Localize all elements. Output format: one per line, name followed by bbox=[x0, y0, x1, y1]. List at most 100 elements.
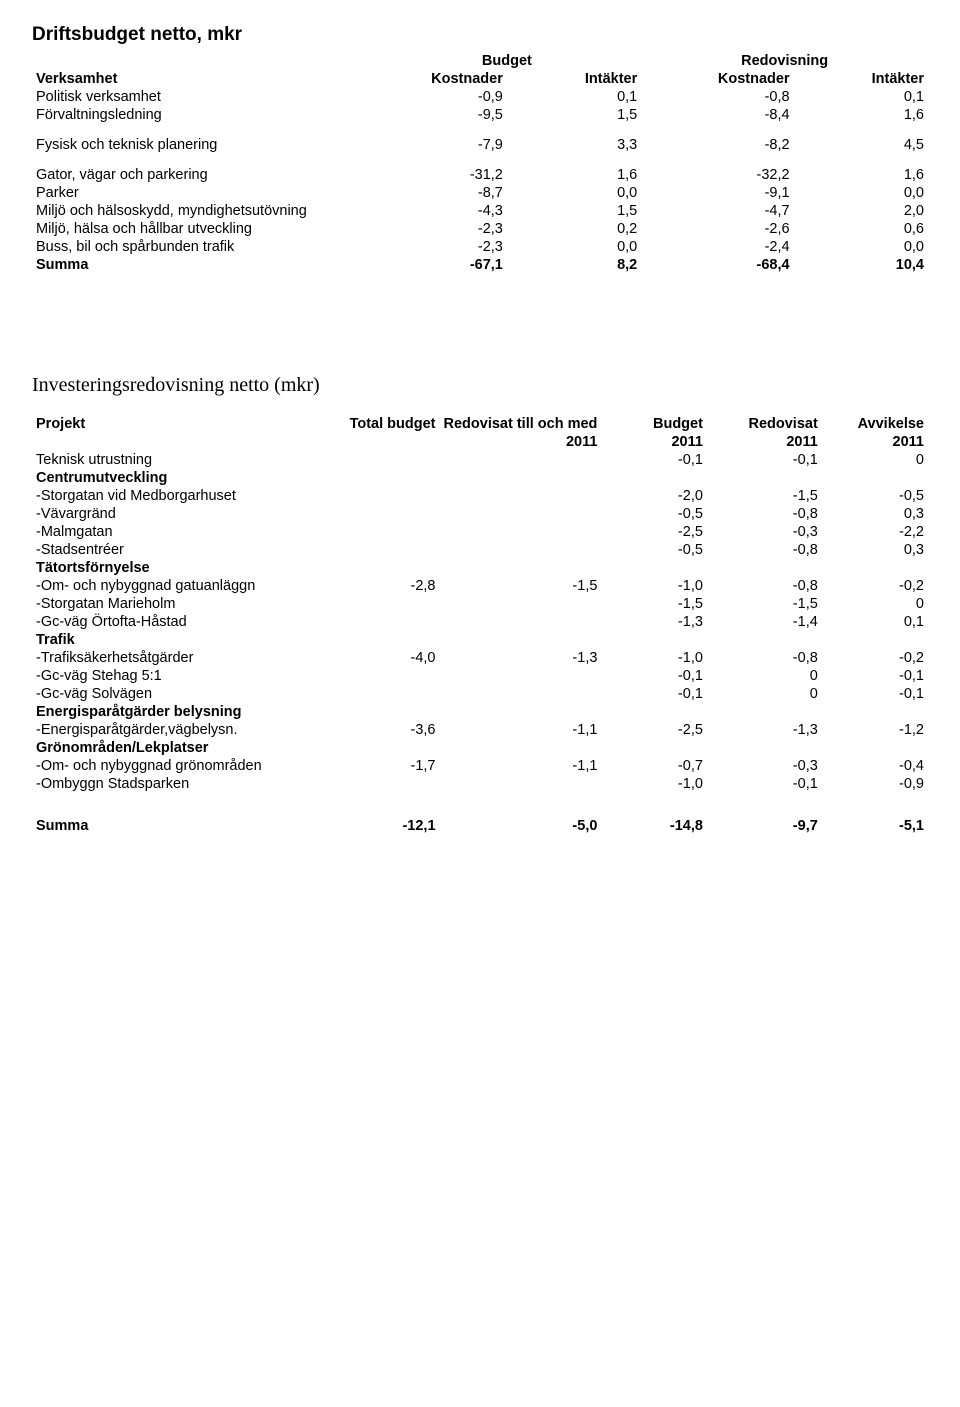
row-value: 0,0 bbox=[794, 184, 928, 202]
row-value: -1,2 bbox=[822, 721, 928, 739]
sum-label: Summa bbox=[32, 817, 333, 835]
row-value bbox=[440, 739, 602, 757]
row-value bbox=[440, 451, 602, 469]
table2-title: Investeringsredovisning netto (mkr) bbox=[32, 374, 928, 397]
row-value bbox=[440, 595, 602, 613]
table-row: Förvaltningsledning-9,51,5-8,41,6 bbox=[32, 106, 928, 124]
row-value bbox=[440, 775, 602, 793]
sum-value: -5,1 bbox=[822, 817, 928, 835]
row-value: -1,5 bbox=[707, 487, 822, 505]
t2-col-budget: Budget bbox=[601, 415, 707, 433]
row-value: 0 bbox=[822, 595, 928, 613]
table-row: Gator, vägar och parkering-31,21,6-32,21… bbox=[32, 166, 928, 184]
t2-year: 2011 bbox=[822, 433, 928, 451]
row-value: -1,3 bbox=[707, 721, 822, 739]
row-value bbox=[333, 631, 440, 649]
row-value: 1,6 bbox=[794, 166, 928, 184]
row-value bbox=[440, 487, 602, 505]
row-value bbox=[333, 739, 440, 757]
row-value: -0,8 bbox=[707, 505, 822, 523]
row-value bbox=[333, 559, 440, 577]
row-value: -8,7 bbox=[372, 184, 506, 202]
table-row: Grönområden/Lekplatser bbox=[32, 739, 928, 757]
row-label: -Stadsentréer bbox=[32, 541, 333, 559]
row-label: Fysisk och teknisk planering bbox=[32, 136, 372, 154]
driftsbudget-table: BudgetRedovisningVerksamhetKostnaderIntä… bbox=[32, 52, 928, 274]
sum-value: -9,7 bbox=[707, 817, 822, 835]
row-value: -1,0 bbox=[601, 649, 707, 667]
row-value: -0,3 bbox=[707, 523, 822, 541]
row-value: -3,6 bbox=[333, 721, 440, 739]
row-value: -1,3 bbox=[601, 613, 707, 631]
sum-value: -14,8 bbox=[601, 817, 707, 835]
row-value bbox=[822, 559, 928, 577]
row-value: -1,0 bbox=[601, 577, 707, 595]
t2-year: 2011 bbox=[601, 433, 707, 451]
t2-col-avvikelse: Avvikelse bbox=[822, 415, 928, 433]
row-value: 0 bbox=[707, 667, 822, 685]
row-value: -2,3 bbox=[372, 238, 506, 256]
row-value: -0,1 bbox=[601, 667, 707, 685]
row-value: -2,5 bbox=[601, 523, 707, 541]
row-value: -2,8 bbox=[333, 577, 440, 595]
table-row: -Malmgatan-2,5-0,3-2,2 bbox=[32, 523, 928, 541]
row-value: -0,2 bbox=[822, 577, 928, 595]
t1-col-verksamhet: Verksamhet bbox=[32, 70, 372, 88]
row-value bbox=[440, 667, 602, 685]
row-value bbox=[707, 631, 822, 649]
row-value: 1,6 bbox=[507, 166, 641, 184]
row-value bbox=[440, 613, 602, 631]
t1-header-budget: Budget bbox=[372, 52, 641, 70]
row-label: Energisparåtgärder belysning bbox=[32, 703, 333, 721]
row-value bbox=[601, 469, 707, 487]
row-value: 2,0 bbox=[794, 202, 928, 220]
row-value bbox=[440, 541, 602, 559]
row-value: -9,5 bbox=[372, 106, 506, 124]
row-value: 3,3 bbox=[507, 136, 641, 154]
row-value: -1,5 bbox=[440, 577, 602, 595]
row-value: -2,5 bbox=[601, 721, 707, 739]
row-value bbox=[822, 631, 928, 649]
row-value bbox=[440, 685, 602, 703]
table-row: Tätortsförnyelse bbox=[32, 559, 928, 577]
row-value: -1,5 bbox=[707, 595, 822, 613]
row-value: -2,3 bbox=[372, 220, 506, 238]
row-value bbox=[440, 469, 602, 487]
row-label: -Om- och nybyggnad grönområden bbox=[32, 757, 333, 775]
row-value bbox=[333, 487, 440, 505]
row-value: -0,1 bbox=[822, 667, 928, 685]
row-value bbox=[333, 613, 440, 631]
row-label: Miljö och hälsoskydd, myndighetsutövning bbox=[32, 202, 372, 220]
row-value: 1,5 bbox=[507, 202, 641, 220]
row-value bbox=[333, 595, 440, 613]
row-value: 0,0 bbox=[794, 238, 928, 256]
row-value bbox=[707, 703, 822, 721]
table-row: -Gc-väg Örtofta-Håstad-1,3-1,40,1 bbox=[32, 613, 928, 631]
row-label: -Gc-väg Stehag 5:1 bbox=[32, 667, 333, 685]
t2-col-redovisat-till: Redovisat till och med bbox=[440, 415, 602, 433]
sum-value: 10,4 bbox=[794, 256, 928, 274]
table-row: Miljö, hälsa och hållbar utveckling-2,30… bbox=[32, 220, 928, 238]
row-value: -1,4 bbox=[707, 613, 822, 631]
sum-label: Summa bbox=[32, 256, 372, 274]
row-value: -1,7 bbox=[333, 757, 440, 775]
row-value: -2,6 bbox=[641, 220, 793, 238]
table-row: -Gc-väg Solvägen-0,10-0,1 bbox=[32, 685, 928, 703]
row-label: -Storgatan Marieholm bbox=[32, 595, 333, 613]
sum-value: -5,0 bbox=[440, 817, 602, 835]
t1-header-redovisning: Redovisning bbox=[641, 52, 928, 70]
row-value: -8,4 bbox=[641, 106, 793, 124]
row-label: -Trafiksäkerhetsåtgärder bbox=[32, 649, 333, 667]
row-value: -0,3 bbox=[707, 757, 822, 775]
table-row: Energisparåtgärder belysning bbox=[32, 703, 928, 721]
row-value: -0,1 bbox=[601, 685, 707, 703]
table-row: Buss, bil och spårbunden trafik-2,30,0-2… bbox=[32, 238, 928, 256]
row-value: -0,5 bbox=[601, 541, 707, 559]
row-value bbox=[333, 703, 440, 721]
row-value bbox=[440, 559, 602, 577]
row-label: -Energisparåtgärder,vägbelysn. bbox=[32, 721, 333, 739]
row-value: -0,1 bbox=[822, 685, 928, 703]
table1-title: Driftsbudget netto, mkr bbox=[32, 24, 928, 46]
row-value: 0,2 bbox=[507, 220, 641, 238]
investering-table: ProjektTotal budgetRedovisat till och me… bbox=[32, 415, 928, 835]
